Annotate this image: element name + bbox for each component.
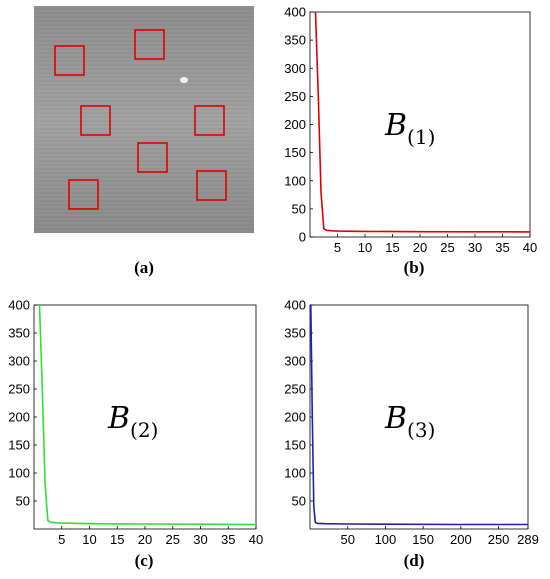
x-tick-label: 100: [375, 532, 397, 547]
annotation-subscript: (3): [407, 418, 435, 442]
y-tick-label: 50: [292, 201, 306, 216]
x-tick-label: 25: [440, 240, 454, 255]
y-tick-label: 350: [8, 326, 30, 341]
x-tick-label: 10: [82, 532, 96, 547]
chart-c: 5 10 15 20 25 30 35 40 50 100 150 200 250 300 350 400 B(…: [8, 298, 263, 548]
y-tick-label: 400: [8, 298, 30, 313]
y-tick-label: 0: [299, 230, 306, 245]
region-box: [54, 45, 85, 76]
y-tick-label: 400: [284, 5, 306, 20]
plot-frame: [309, 304, 529, 530]
x-tick-label: 200: [450, 532, 472, 547]
y-tick-label: 100: [284, 466, 306, 481]
annotation-c: B(2): [107, 401, 158, 442]
region-box: [80, 105, 111, 136]
plot-frame: [33, 304, 257, 530]
panel-label-d: (d): [403, 551, 425, 570]
y-tick-label: 300: [8, 354, 30, 369]
annotation-d: B(3): [384, 401, 435, 442]
y-tick-label: 150: [284, 145, 306, 160]
y-tick-label: 200: [284, 410, 306, 425]
region-box: [68, 179, 99, 210]
x-tick-label: 30: [193, 532, 207, 547]
x-tick-label: 40: [249, 532, 263, 547]
x-tick-label: 5: [334, 240, 341, 255]
region-box: [137, 142, 168, 173]
region-box: [196, 170, 227, 201]
region-boxes: [54, 29, 227, 210]
panel-label-a: (a): [134, 258, 154, 277]
y-tick-label: 150: [284, 438, 306, 453]
y-tick-label: 350: [284, 326, 306, 341]
y-tick-label: 150: [8, 438, 30, 453]
region-box: [194, 105, 225, 136]
x-tick-label: 30: [468, 240, 482, 255]
x-tick-label: 150: [412, 532, 434, 547]
x-tick-label: 35: [221, 532, 235, 547]
chart-d: 50 100 150 200 250 289 50 100 150 200 250 300 350 400…: [284, 298, 539, 548]
y-tick-label: 200: [8, 410, 30, 425]
chart-b: 5 10 15 20 25 30 35 40050100150200250300350400B…: [284, 5, 537, 256]
series-line-c: [38, 304, 257, 526]
y-tick-label: 400: [284, 298, 306, 313]
x-tick-label: 5: [58, 532, 65, 547]
x-tick-label: 20: [138, 532, 152, 547]
plot-frame: [309, 11, 531, 238]
y-tick-label: 200: [284, 117, 306, 132]
y-tick-label: 250: [284, 89, 306, 104]
x-tick-label: 50: [340, 532, 354, 547]
x-tick-label: 10: [358, 240, 372, 255]
annotation-main: B: [384, 108, 407, 143]
y-tick-label: 300: [284, 61, 306, 76]
y-tick-label: 50: [16, 494, 30, 509]
series-line-b: [314, 11, 531, 233]
region-box: [134, 29, 165, 60]
image-panel-a: [34, 6, 254, 233]
y-tick-label: 250: [8, 382, 30, 397]
panel-label-b: (b): [403, 258, 425, 277]
x-tick-label: 15: [110, 532, 124, 547]
image-texture: [34, 6, 254, 233]
series-line-d: [310, 304, 528, 526]
annotation-subscript: (1): [407, 125, 435, 149]
x-tick-label: 289: [517, 532, 539, 547]
y-tick-label: 300: [284, 354, 306, 369]
annotation-main: B: [384, 401, 407, 436]
y-tick-label: 100: [8, 466, 30, 481]
x-tick-label: 25: [166, 532, 180, 547]
y-tick-label: 50: [292, 494, 306, 509]
x-tick-label: 15: [385, 240, 399, 255]
y-tick-label: 350: [284, 33, 306, 48]
x-tick-label: 40: [523, 240, 537, 255]
annotation-main: B: [107, 401, 130, 436]
x-tick-label: 250: [488, 532, 510, 547]
annotation-subscript: (2): [130, 418, 158, 442]
y-tick-label: 100: [284, 173, 306, 188]
y-tick-label: 250: [284, 382, 306, 397]
annotation-b: B(1): [384, 108, 435, 149]
x-tick-label: 20: [413, 240, 427, 255]
x-tick-label: 35: [495, 240, 509, 255]
bright-spot: [180, 77, 188, 83]
panel-label-c: (c): [134, 551, 154, 570]
